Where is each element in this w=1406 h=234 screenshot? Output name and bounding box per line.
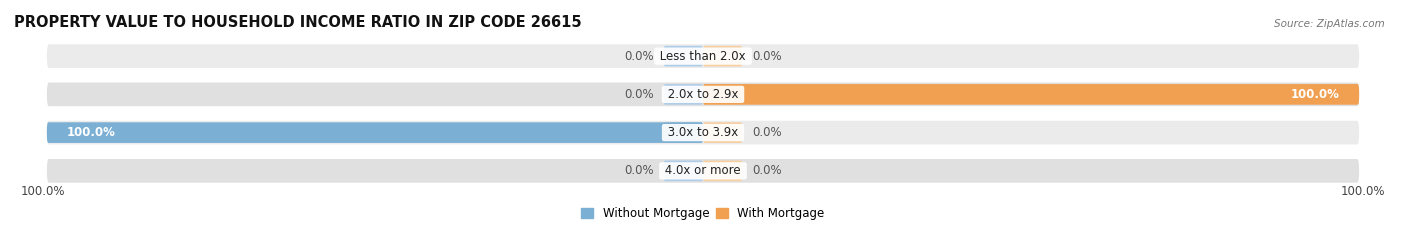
Text: 100.0%: 100.0% [66, 126, 115, 139]
Text: 0.0%: 0.0% [752, 164, 782, 177]
Text: 100.0%: 100.0% [21, 185, 65, 198]
FancyBboxPatch shape [46, 83, 1360, 106]
FancyBboxPatch shape [703, 46, 742, 66]
Text: 0.0%: 0.0% [624, 88, 654, 101]
Text: 2.0x to 2.9x: 2.0x to 2.9x [664, 88, 742, 101]
FancyBboxPatch shape [46, 121, 1360, 144]
FancyBboxPatch shape [664, 122, 703, 143]
FancyBboxPatch shape [703, 122, 742, 143]
FancyBboxPatch shape [664, 84, 703, 105]
FancyBboxPatch shape [703, 84, 742, 105]
FancyBboxPatch shape [703, 84, 1360, 105]
Text: Source: ZipAtlas.com: Source: ZipAtlas.com [1274, 19, 1385, 29]
Text: 100.0%: 100.0% [1291, 88, 1340, 101]
Text: Less than 2.0x: Less than 2.0x [657, 50, 749, 63]
Text: 0.0%: 0.0% [752, 50, 782, 63]
Text: 4.0x or more: 4.0x or more [661, 164, 745, 177]
FancyBboxPatch shape [703, 161, 742, 181]
Text: 100.0%: 100.0% [1341, 185, 1385, 198]
Text: PROPERTY VALUE TO HOUSEHOLD INCOME RATIO IN ZIP CODE 26615: PROPERTY VALUE TO HOUSEHOLD INCOME RATIO… [14, 15, 582, 30]
Text: 0.0%: 0.0% [624, 50, 654, 63]
FancyBboxPatch shape [664, 161, 703, 181]
Legend: Without Mortgage, With Mortgage: Without Mortgage, With Mortgage [581, 208, 825, 220]
FancyBboxPatch shape [46, 44, 1360, 68]
Text: 0.0%: 0.0% [752, 126, 782, 139]
FancyBboxPatch shape [664, 46, 703, 66]
FancyBboxPatch shape [46, 122, 703, 143]
Text: 0.0%: 0.0% [624, 164, 654, 177]
Text: 3.0x to 3.9x: 3.0x to 3.9x [664, 126, 742, 139]
FancyBboxPatch shape [46, 159, 1360, 183]
